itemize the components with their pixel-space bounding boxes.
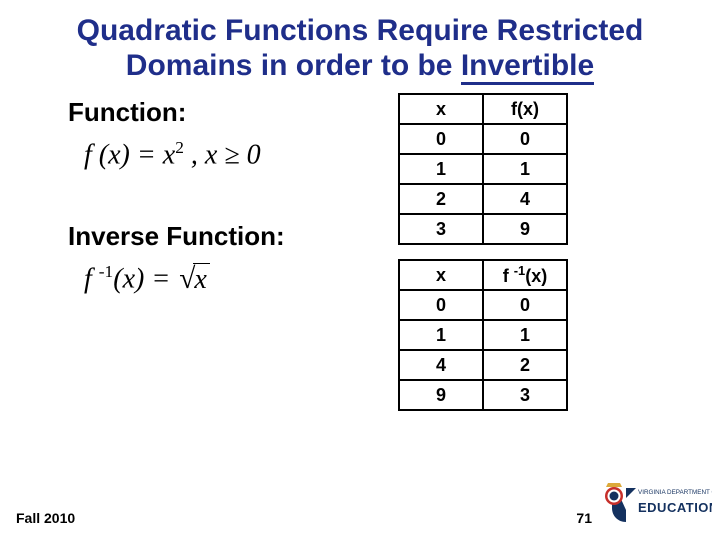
table-row: 24 [399, 184, 567, 214]
footer-date: Fall 2010 [16, 510, 75, 526]
table-row: 11 [399, 154, 567, 184]
table-cell: 3 [399, 214, 483, 244]
table-row: 42 [399, 350, 567, 380]
vdoe-logo: VIRGINIA DEPARTMENT OF EDUCATION [594, 480, 712, 534]
table-cell: 4 [399, 350, 483, 380]
table-cell: 1 [483, 320, 567, 350]
function-formula: f (x) = x2 , x ≥ 0 [84, 138, 388, 171]
slide-title: Quadratic Functions Require Restricted D… [0, 0, 720, 91]
table-cell: 0 [483, 290, 567, 320]
logo-main-text: EDUCATION [638, 500, 712, 515]
table-row: 00 [399, 290, 567, 320]
table-header: f -1(x) [483, 260, 567, 290]
table-cell: 0 [483, 124, 567, 154]
table-header: x [399, 260, 483, 290]
table-cell: 1 [399, 154, 483, 184]
content-area: Function: f (x) = x2 , x ≥ 0 Inverse Fun… [0, 91, 720, 97]
table-cell: 0 [399, 290, 483, 320]
table-row: 39 [399, 214, 567, 244]
inverse-label: Inverse Function: [68, 221, 388, 252]
page-number: 71 [576, 510, 592, 526]
table-row: 93 [399, 380, 567, 410]
table-header: f(x) [483, 94, 567, 124]
table-cell: 1 [399, 320, 483, 350]
tables-column: xf(x)00112439 xf -1(x)00114293 [398, 93, 568, 425]
inverse-formula: f -1(x) = x [84, 262, 388, 295]
table-cell: 1 [483, 154, 567, 184]
table-cell: 3 [483, 380, 567, 410]
table-cell: 9 [399, 380, 483, 410]
inverse-table: xf -1(x)00114293 [398, 259, 568, 411]
table-header: x [399, 94, 483, 124]
left-column: Function: f (x) = x2 , x ≥ 0 Inverse Fun… [68, 97, 388, 324]
table-cell: 0 [399, 124, 483, 154]
table-cell: 2 [483, 350, 567, 380]
table-row: 11 [399, 320, 567, 350]
function-table: xf(x)00112439 [398, 93, 568, 245]
function-label: Function: [68, 97, 388, 128]
table-cell: 2 [399, 184, 483, 214]
table-cell: 4 [483, 184, 567, 214]
logo-top-text: VIRGINIA DEPARTMENT OF [638, 489, 712, 496]
table-cell: 9 [483, 214, 567, 244]
table-row: 00 [399, 124, 567, 154]
